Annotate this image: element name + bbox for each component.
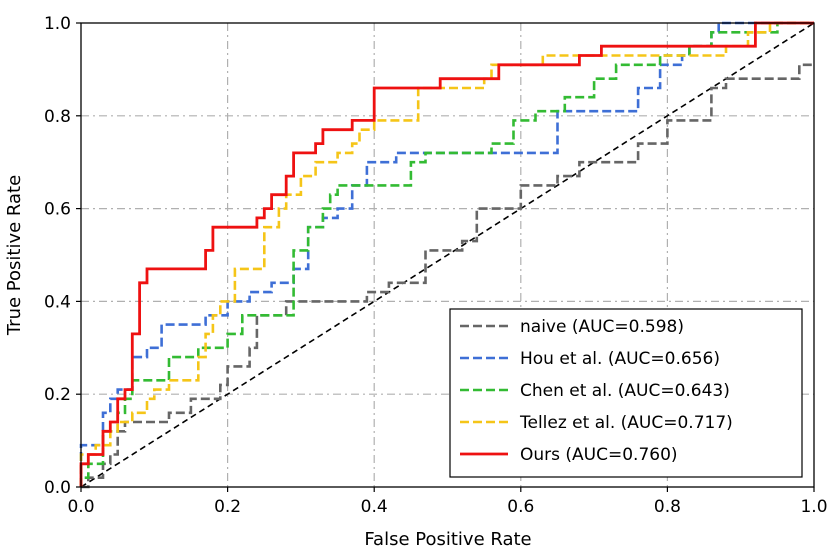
x-tick-label: 0.2 (214, 497, 241, 517)
y-tick-label: 1.0 (44, 14, 71, 34)
legend: naive (AUC=0.598) Hou et al. (AUC=0.656) C… (449, 308, 803, 478)
roc-series-line (79, 21, 814, 487)
legend-label: naive (AUC=0.598) (520, 317, 684, 337)
y-axis-label: True Positive Rate (4, 175, 25, 336)
legend-label: Hou et al. (AUC=0.656) (520, 349, 720, 369)
y-ticks: 0.0 0.2 0.4 0.6 0.8 1.0 (44, 14, 81, 498)
x-tick-label: 0.8 (654, 497, 681, 517)
legend-box (449, 308, 803, 478)
x-tick-label: 0.4 (361, 497, 388, 517)
legend-label: Tellez et al. (AUC=0.717) (519, 413, 733, 433)
y-tick-label: 0.4 (44, 292, 71, 312)
y-tick-label: 0.2 (44, 385, 71, 405)
y-tick-label: 0.0 (44, 478, 71, 498)
legend-label: Ours (AUC=0.760) (520, 445, 678, 465)
chance-diagonal-line (80, 22, 815, 488)
x-axis-label: False Positive Rate (364, 529, 531, 550)
roc-series-line (81, 63, 814, 489)
legend-label: Chen et al. (AUC=0.643) (520, 381, 730, 401)
y-tick-label: 0.8 (44, 107, 71, 127)
x-tick-label: 1.0 (800, 497, 827, 517)
y-tick-label: 0.6 (44, 200, 71, 220)
x-tick-label: 0.0 (67, 497, 94, 517)
roc-series-line (79, 21, 814, 487)
x-tick-label: 0.6 (507, 497, 534, 517)
x-ticks: 0.0 0.2 0.4 0.6 0.8 1.0 (67, 487, 828, 517)
diagonal-layer (80, 22, 815, 488)
plot-frame (80, 22, 815, 488)
series-layer (79, 21, 814, 489)
